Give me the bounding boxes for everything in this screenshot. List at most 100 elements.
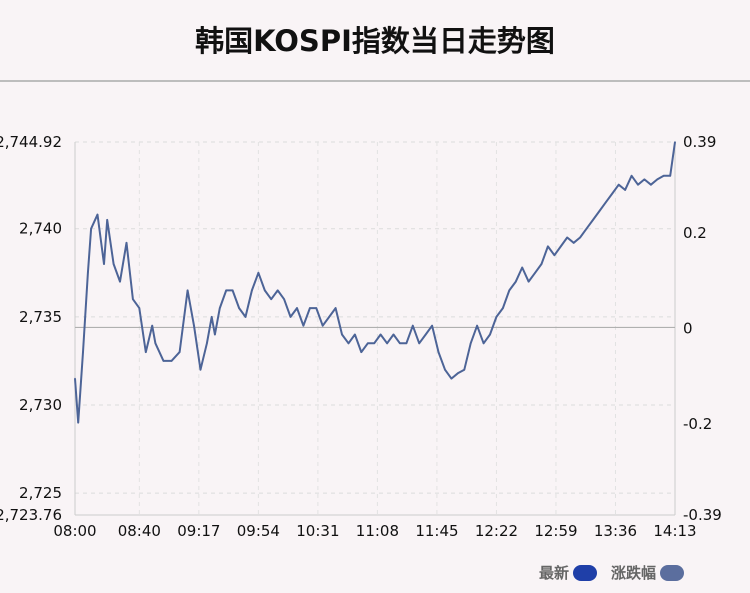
kospi-point bbox=[412, 324, 414, 327]
kospi-point bbox=[218, 307, 221, 309]
kospi-point bbox=[553, 254, 556, 256]
kospi-point bbox=[366, 342, 369, 345]
kospi-point bbox=[315, 307, 318, 309]
y-left-tick-label: 2,730 bbox=[19, 396, 62, 414]
kospi-point bbox=[379, 333, 382, 336]
kospi-point bbox=[360, 351, 363, 353]
kospi-point bbox=[605, 201, 607, 204]
kospi-point bbox=[482, 342, 485, 345]
kospi-point bbox=[106, 219, 108, 221]
kospi-point bbox=[527, 280, 530, 283]
kospi-line bbox=[74, 141, 676, 424]
kospi-point bbox=[206, 342, 208, 345]
kospi-point bbox=[373, 342, 375, 345]
legend-swatch-latest bbox=[572, 564, 597, 581]
legend-label-change: 涨跌幅 bbox=[610, 564, 656, 582]
kospi-point bbox=[103, 263, 105, 265]
kospi-point bbox=[210, 316, 213, 318]
kospi-point bbox=[469, 342, 472, 345]
legend-item-latest[interactable]: 最新 bbox=[539, 562, 597, 583]
kospi-point bbox=[328, 316, 330, 318]
kospi-point bbox=[178, 351, 181, 353]
kospi-point bbox=[431, 324, 433, 327]
kospi-point bbox=[251, 289, 253, 292]
kospi-point bbox=[643, 178, 646, 181]
kospi-point bbox=[199, 368, 202, 371]
x-tick-label: 11:08 bbox=[356, 522, 399, 540]
kospi-point bbox=[119, 280, 121, 283]
kospi-point bbox=[399, 342, 401, 345]
kospi-point bbox=[283, 298, 285, 301]
x-tick-label: 09:54 bbox=[237, 522, 280, 540]
legend-swatch-change bbox=[660, 564, 684, 581]
kospi-point bbox=[82, 351, 84, 353]
kospi-point bbox=[170, 360, 173, 362]
kospi-point bbox=[96, 213, 99, 216]
kospi-point bbox=[463, 368, 466, 371]
y-right-tick-label: 0.39 bbox=[683, 133, 716, 151]
kospi-point bbox=[238, 307, 240, 309]
kospi-point bbox=[302, 324, 305, 327]
kospi-point bbox=[125, 242, 128, 244]
kospi-point bbox=[540, 263, 543, 265]
y-left-tick-label: 2,725 bbox=[19, 484, 62, 502]
kospi-point bbox=[624, 189, 626, 191]
kospi-point bbox=[418, 342, 421, 345]
kospi-point bbox=[186, 289, 189, 292]
kospi-point bbox=[87, 271, 89, 274]
kospi-point bbox=[566, 236, 569, 239]
kospi-point bbox=[444, 368, 446, 371]
x-tick-label: 13:36 bbox=[594, 522, 637, 540]
kospi-point bbox=[138, 307, 141, 309]
kospi-point bbox=[214, 333, 216, 336]
kospi-point bbox=[74, 377, 76, 380]
kospi-point bbox=[592, 219, 594, 221]
kospi-point bbox=[154, 342, 157, 345]
kospi-point bbox=[489, 333, 491, 336]
x-tick-label: 12:59 bbox=[534, 522, 577, 540]
kospi-point bbox=[617, 183, 620, 186]
kospi-point bbox=[162, 360, 165, 362]
kospi-point bbox=[437, 351, 440, 353]
kospi-point bbox=[405, 342, 408, 345]
x-tick-label: 12:22 bbox=[475, 522, 518, 540]
kospi-point bbox=[495, 316, 498, 318]
kospi-point bbox=[662, 175, 665, 177]
y-left-tick-label: 2,723.76 bbox=[0, 506, 62, 524]
kospi-point bbox=[585, 227, 588, 230]
y-left-tick-label: 2,735 bbox=[19, 308, 62, 326]
chart-legend: 最新 涨跌幅 bbox=[525, 562, 684, 583]
kospi-point bbox=[656, 178, 659, 181]
kospi-point bbox=[112, 263, 115, 265]
y-left-tick-label: 2,740 bbox=[19, 220, 62, 238]
y-right-tick-label: 0.2 bbox=[683, 224, 707, 242]
kospi-point bbox=[341, 333, 343, 336]
kospi-point bbox=[650, 183, 652, 186]
kospi-point bbox=[559, 245, 562, 248]
kospi-point bbox=[309, 307, 311, 309]
kospi-point bbox=[457, 372, 459, 375]
kospi-point bbox=[611, 192, 614, 195]
kospi-point bbox=[572, 242, 575, 244]
kospi-point bbox=[354, 333, 356, 336]
x-tick-label: 11:45 bbox=[415, 522, 458, 540]
kospi-point bbox=[347, 342, 350, 345]
kospi-point bbox=[90, 227, 92, 230]
kospi-point bbox=[674, 141, 676, 143]
legend-label-latest: 最新 bbox=[538, 564, 569, 582]
kospi-point bbox=[534, 271, 536, 274]
kospi-point bbox=[257, 271, 260, 274]
legend-item-change[interactable]: 涨跌幅 bbox=[611, 562, 684, 583]
kospi-point bbox=[270, 298, 273, 301]
kospi-point bbox=[151, 324, 154, 327]
kospi-point bbox=[392, 333, 395, 336]
x-tick-label: 09:17 bbox=[177, 522, 220, 540]
y-right-tick-label: -0.39 bbox=[683, 506, 722, 524]
kospi-point bbox=[508, 289, 511, 292]
y-left-tick-label: 2,744.92 bbox=[0, 133, 62, 151]
x-tick-label: 08:00 bbox=[53, 522, 96, 540]
title-divider bbox=[0, 80, 750, 82]
kospi-point bbox=[276, 289, 279, 292]
kospi-point bbox=[450, 377, 453, 380]
